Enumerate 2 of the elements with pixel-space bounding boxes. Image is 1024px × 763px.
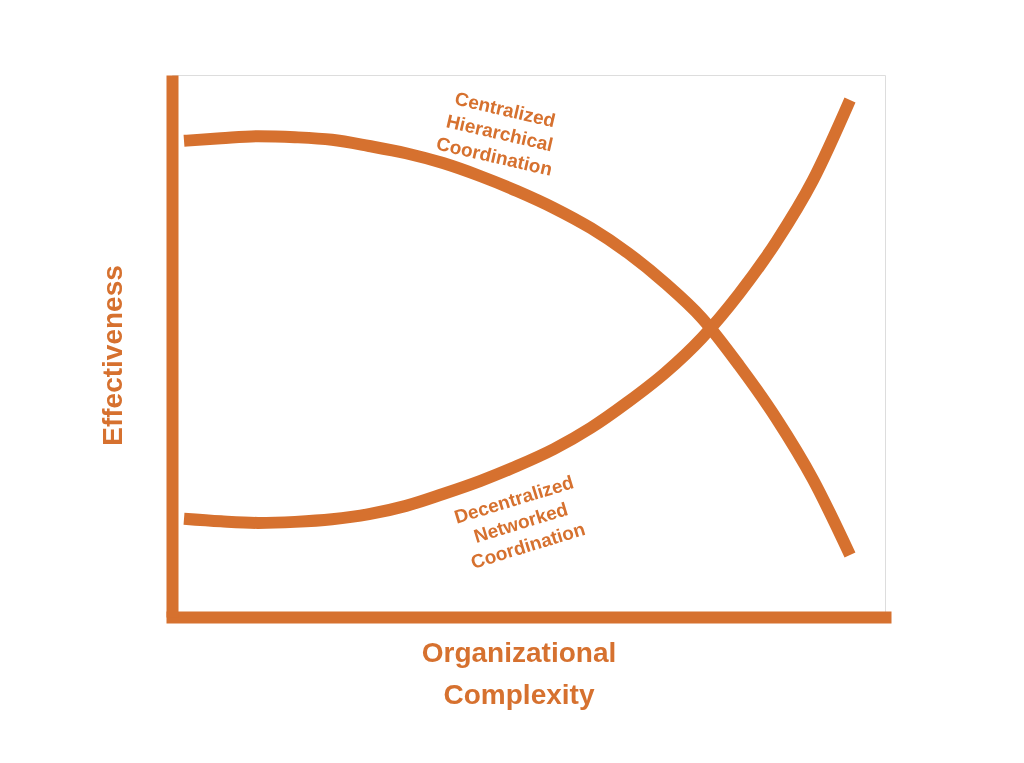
y-axis-title: Effectiveness <box>96 265 128 446</box>
x-axis-title: Organizational Complexity <box>421 636 617 710</box>
